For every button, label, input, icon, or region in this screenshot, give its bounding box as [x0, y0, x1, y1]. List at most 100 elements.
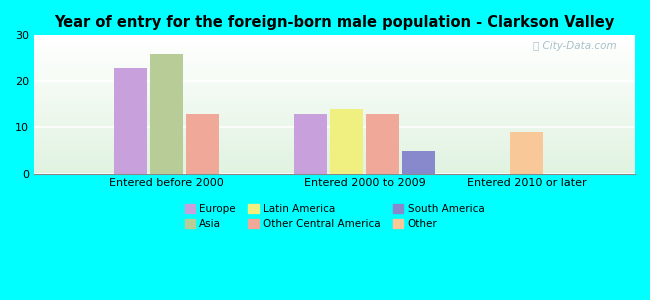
- Bar: [34, 138, 635, 139]
- Bar: [34, 118, 635, 120]
- Bar: [34, 158, 635, 160]
- Bar: [34, 44, 635, 45]
- Bar: [34, 167, 635, 168]
- Bar: [34, 121, 635, 122]
- Bar: [34, 75, 635, 77]
- Bar: [34, 145, 635, 146]
- Bar: [34, 50, 635, 52]
- Bar: [34, 157, 635, 158]
- Bar: [34, 128, 635, 129]
- Title: Year of entry for the foreign-born male population - Clarkson Valley: Year of entry for the foreign-born male …: [55, 15, 615, 30]
- Bar: [34, 120, 635, 121]
- Bar: [150, 54, 183, 173]
- Bar: [34, 106, 635, 107]
- Bar: [34, 73, 635, 74]
- Bar: [34, 91, 635, 92]
- Bar: [34, 152, 635, 153]
- Bar: [34, 131, 635, 132]
- Bar: [34, 57, 635, 59]
- Bar: [34, 160, 635, 161]
- Bar: [34, 96, 635, 98]
- Bar: [34, 132, 635, 134]
- Bar: [34, 109, 635, 110]
- Bar: [34, 71, 635, 73]
- Bar: [510, 132, 543, 173]
- Bar: [34, 42, 635, 44]
- Bar: [34, 86, 635, 88]
- Bar: [34, 134, 635, 135]
- Bar: [402, 151, 435, 173]
- Text: ⓘ City-Data.com: ⓘ City-Data.com: [534, 41, 617, 51]
- Bar: [34, 169, 635, 171]
- Bar: [34, 104, 635, 106]
- Bar: [34, 95, 635, 96]
- Bar: [34, 122, 635, 124]
- Bar: [34, 103, 635, 104]
- Bar: [114, 68, 147, 173]
- Bar: [34, 59, 635, 60]
- Bar: [34, 172, 635, 173]
- Bar: [34, 56, 635, 57]
- Bar: [186, 114, 219, 173]
- Bar: [34, 111, 635, 113]
- Bar: [34, 142, 635, 143]
- Bar: [34, 67, 635, 68]
- Bar: [34, 74, 635, 75]
- Bar: [34, 85, 635, 86]
- Bar: [34, 139, 635, 140]
- Bar: [34, 161, 635, 163]
- Bar: [34, 110, 635, 111]
- Bar: [34, 77, 635, 78]
- Bar: [34, 168, 635, 170]
- Bar: [34, 114, 635, 116]
- Bar: [34, 136, 635, 138]
- Bar: [34, 49, 635, 50]
- Bar: [34, 165, 635, 166]
- Bar: [34, 143, 635, 145]
- Bar: [34, 93, 635, 95]
- Bar: [34, 38, 635, 40]
- Bar: [34, 163, 635, 164]
- Bar: [34, 46, 635, 48]
- Legend: Europe, Asia, Latin America, Other Central America, South America, Other: Europe, Asia, Latin America, Other Centr…: [185, 204, 484, 229]
- Bar: [34, 147, 635, 149]
- Bar: [34, 48, 635, 49]
- Bar: [34, 117, 635, 118]
- Bar: [34, 52, 635, 53]
- Bar: [34, 113, 635, 114]
- Bar: [34, 70, 635, 71]
- Bar: [34, 153, 635, 154]
- Bar: [330, 109, 363, 173]
- Bar: [34, 35, 635, 37]
- Bar: [34, 156, 635, 157]
- Bar: [34, 40, 635, 41]
- Bar: [34, 81, 635, 82]
- Bar: [34, 171, 635, 172]
- Bar: [34, 124, 635, 125]
- Bar: [34, 129, 635, 131]
- Bar: [34, 63, 635, 64]
- Bar: [34, 78, 635, 80]
- Bar: [34, 98, 635, 99]
- Bar: [34, 68, 635, 70]
- Bar: [34, 80, 635, 81]
- Bar: [34, 100, 635, 102]
- Bar: [34, 125, 635, 127]
- Bar: [34, 41, 635, 42]
- Bar: [34, 102, 635, 103]
- Bar: [34, 140, 635, 142]
- Bar: [34, 53, 635, 55]
- Bar: [34, 135, 635, 136]
- Bar: [34, 66, 635, 67]
- Bar: [34, 164, 635, 165]
- Bar: [34, 37, 635, 38]
- Bar: [34, 127, 635, 128]
- Bar: [34, 150, 635, 152]
- Bar: [34, 149, 635, 150]
- Bar: [34, 88, 635, 89]
- Bar: [34, 107, 635, 109]
- Bar: [34, 64, 635, 66]
- Bar: [34, 99, 635, 100]
- Bar: [34, 116, 635, 117]
- Bar: [366, 114, 399, 173]
